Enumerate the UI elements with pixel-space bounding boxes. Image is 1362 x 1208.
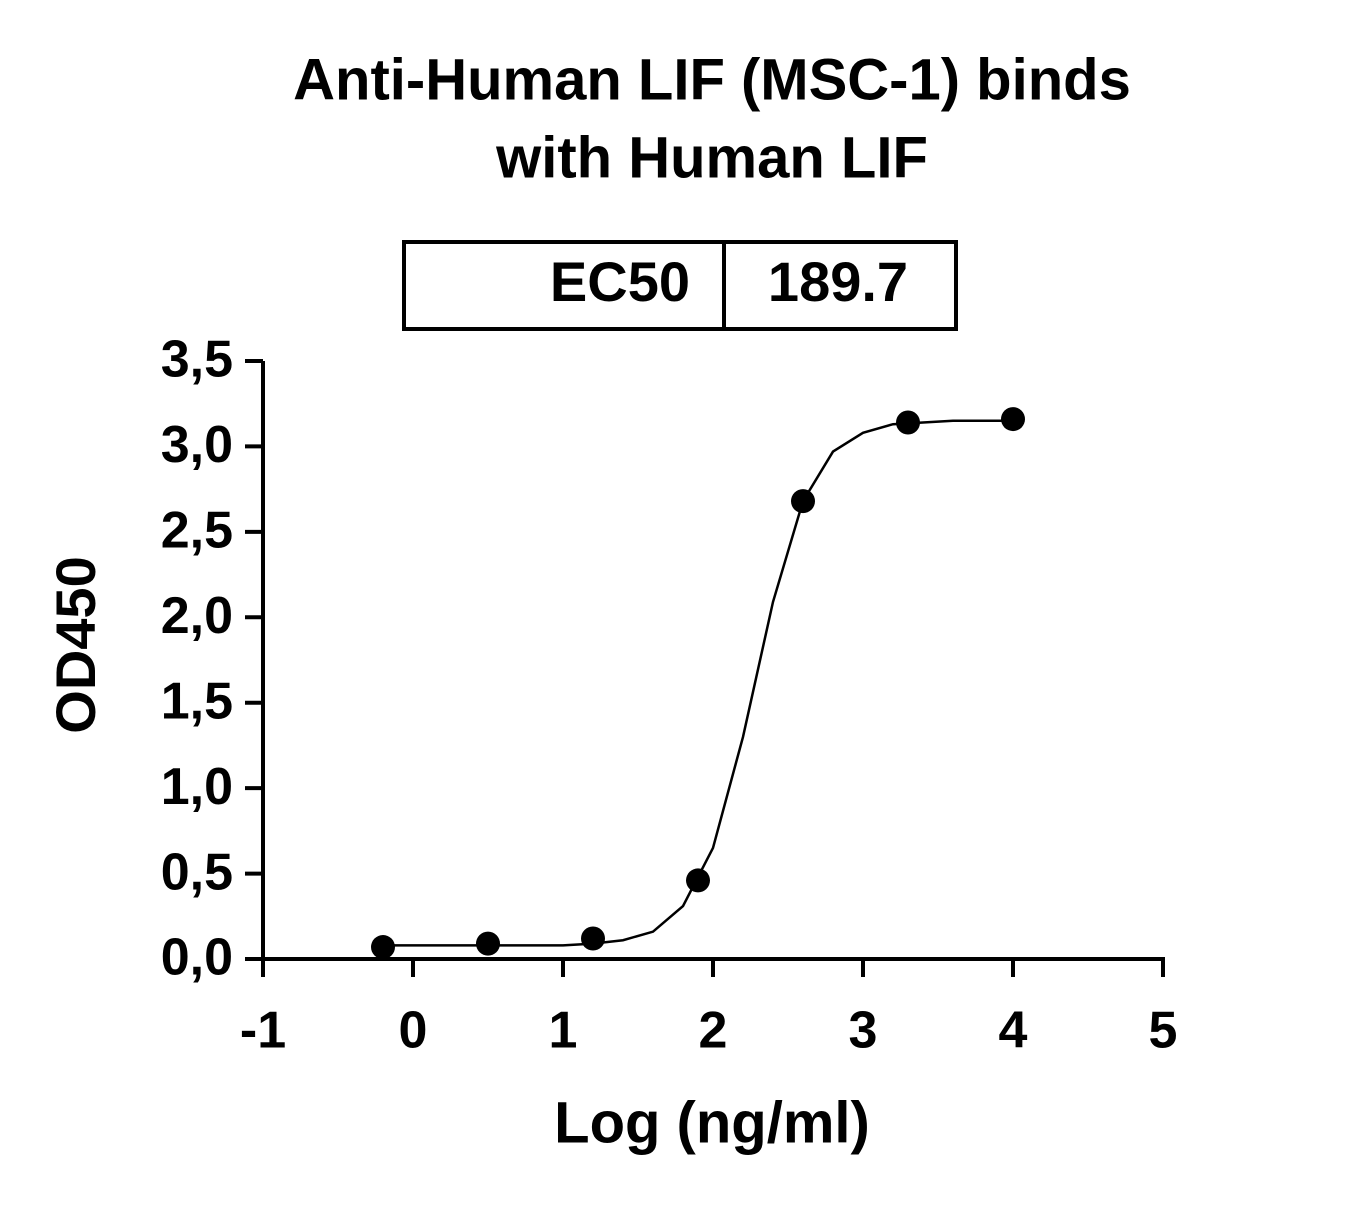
x-tick-label: 0 [399,1002,428,1060]
x-tick-label: 4 [999,1002,1028,1060]
x-axis-label: Log (ng/ml) [554,1090,870,1155]
chart-title: Anti-Human LIF (MSC-1) binds [293,47,1131,112]
data-point [1001,407,1025,432]
data-point [476,931,500,956]
y-tick-label: 1,5 [161,672,233,730]
y-tick-label: 0,0 [161,929,233,987]
annotation-label: EC50 [550,250,690,313]
chart-title: with Human LIF [495,125,928,190]
data-point [896,410,920,435]
annotation-value: 189.7 [768,250,908,313]
y-tick-label: 2,0 [161,587,233,645]
data-point [791,489,815,514]
x-tick-label: 1 [549,1002,578,1060]
data-point [581,926,605,951]
y-tick-label: 2,5 [161,502,233,560]
y-axis-label: OD450 [44,556,107,733]
y-tick-label: 1,0 [161,758,233,816]
data-point [686,868,710,893]
annotation-box [402,240,958,331]
data-point [371,935,395,960]
y-tick-label: 0,5 [161,843,233,901]
x-tick-label: 5 [1149,1002,1178,1060]
y-tick-label: 3,5 [161,331,233,389]
fit-curve [383,419,1013,947]
x-tick-label: 2 [699,1002,728,1060]
x-tick-label: -1 [240,1002,286,1060]
y-tick-label: 3,0 [161,416,233,474]
x-tick-label: 3 [849,1002,878,1060]
